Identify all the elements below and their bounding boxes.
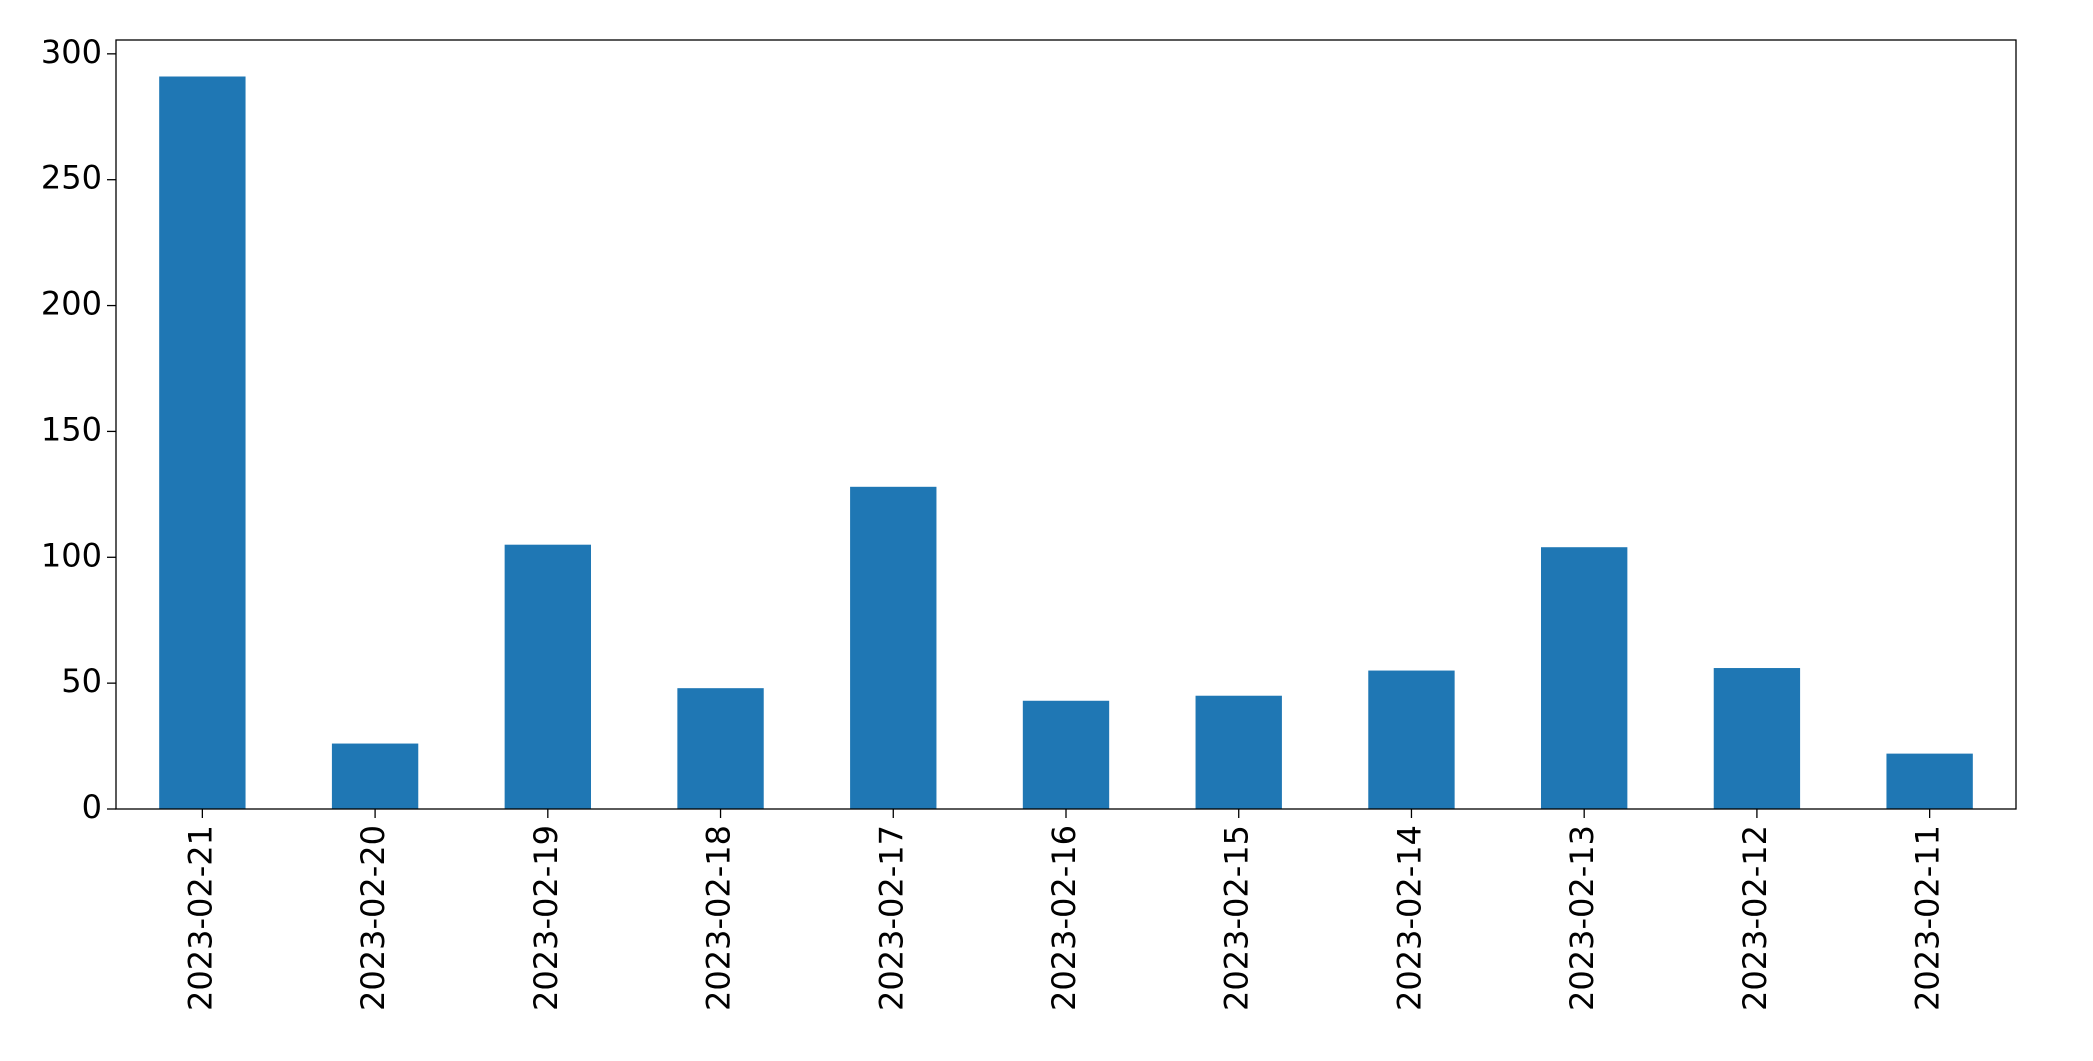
y-tick-label: 100 — [41, 536, 102, 574]
x-tick-label: 2023-02-14 — [1390, 825, 1428, 1011]
y-tick-label: 200 — [41, 285, 102, 323]
y-tick-label: 150 — [41, 410, 102, 448]
bar — [504, 544, 591, 809]
x-tick-label: 2023-02-12 — [1736, 825, 1774, 1011]
x-tick-label: 2023-02-17 — [872, 825, 910, 1011]
x-tick-label: 2023-02-19 — [527, 825, 565, 1011]
bar — [1368, 670, 1455, 809]
x-tick-label: 2023-02-13 — [1563, 825, 1601, 1011]
y-tick-label: 50 — [61, 662, 102, 700]
bar — [850, 486, 937, 809]
x-tick-label: 2023-02-16 — [1045, 825, 1083, 1011]
bar — [1195, 695, 1282, 809]
bar — [1713, 668, 1801, 809]
x-tick-label: 2023-02-20 — [354, 825, 392, 1011]
x-tick-label: 2023-02-18 — [700, 825, 738, 1011]
y-tick-label: 300 — [41, 33, 102, 71]
bar — [1541, 547, 1628, 809]
bar — [159, 76, 246, 809]
plot-frame — [115, 39, 2017, 810]
bar — [331, 743, 419, 809]
y-tick-label: 0 — [82, 788, 102, 826]
bar — [1022, 700, 1110, 809]
x-tick-label: 2023-02-15 — [1218, 825, 1256, 1011]
x-tick-label: 2023-02-21 — [181, 825, 219, 1011]
bar — [677, 688, 764, 809]
y-tick-label: 250 — [41, 159, 102, 197]
x-tick-label: 2023-02-11 — [1909, 825, 1947, 1011]
bar — [1886, 753, 1973, 809]
